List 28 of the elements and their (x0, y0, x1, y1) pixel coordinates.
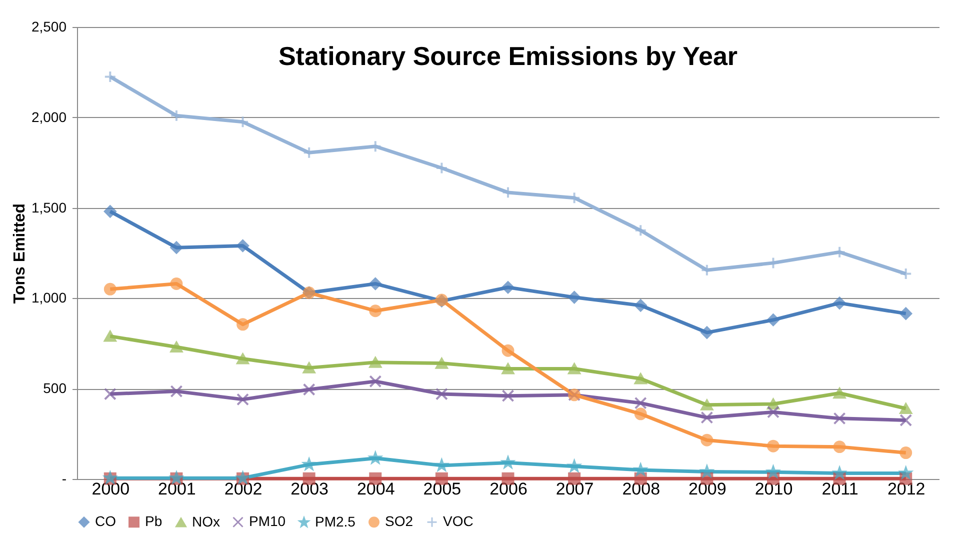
y-tick-label: 500 (43, 380, 67, 396)
y-tick-label: 2,500 (31, 18, 67, 34)
x-tick-label: 2001 (158, 480, 196, 498)
legend-label: PM10 (249, 513, 286, 530)
legend-label: CO (95, 513, 116, 530)
legend-label: VOC (443, 513, 474, 530)
y-tick-label: 1,500 (31, 199, 67, 216)
x-tick-label: 2008 (622, 480, 660, 498)
x-tick-label: 2009 (688, 480, 726, 498)
legend-label: SO2 (385, 513, 414, 530)
y-tick-label: - (62, 470, 67, 486)
x-tick-label: 2002 (224, 480, 262, 498)
x-tick-label: 2003 (290, 480, 328, 498)
x-tick-label: 2007 (556, 480, 594, 498)
legend-label: NOx (192, 513, 220, 530)
y-tick-label: 1,000 (31, 290, 67, 306)
x-tick-label: 2011 (822, 480, 858, 498)
legend-label: Pb (145, 513, 162, 530)
x-tick-label: 2006 (490, 480, 528, 498)
x-tick-label: 2012 (887, 480, 926, 498)
x-tick-label: 2010 (754, 480, 793, 498)
y-axis-title: Tons Emitted (11, 203, 28, 304)
x-tick-label: 2005 (423, 480, 462, 498)
x-tick-label: 2000 (92, 480, 130, 498)
y-tick-label: 2,000 (31, 108, 67, 125)
text: Stationary Source Emissions by Year (278, 41, 738, 71)
legend-label: PM2.5 (315, 514, 356, 530)
x-tick-label: 2004 (356, 480, 395, 498)
